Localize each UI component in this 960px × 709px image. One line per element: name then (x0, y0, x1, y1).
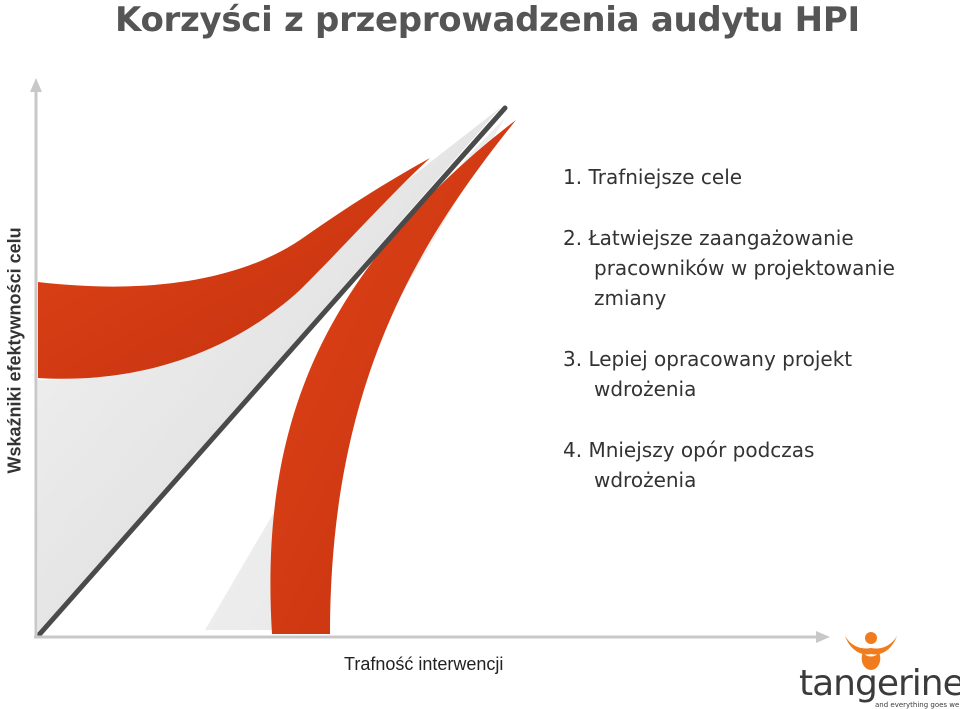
page-title: Korzyści z przeprowadzenia audytu HPI (115, 0, 860, 40)
benefit-text: pracowników w projektowanie (594, 256, 895, 280)
diagonal-line (35, 105, 508, 639)
benefit-text: 3. Lepiej opracowany projekt (563, 347, 853, 371)
x-axis-arrow (816, 631, 830, 643)
benefit-text: 2. Łatwiejsze zaangażowanie (563, 226, 854, 250)
logo-tagline: and everything goes well (875, 701, 960, 709)
figure-icon (845, 632, 897, 670)
x-axis-label: Trafność interwencji (344, 654, 504, 674)
benefit-item: 3. Lepiej opracowany projekt wdrożenia (563, 344, 953, 404)
benefit-text: 4. Mniejszy opór podczas (563, 438, 815, 462)
benefit-text: wdrożenia (594, 468, 697, 492)
benefit-text: 1. Trafniejsze cele (563, 165, 743, 189)
lower-red-curve (270, 120, 516, 634)
benefit-text: zmiany (594, 286, 667, 310)
benefit-item: 2. Łatwiejsze zaangażowanie pracowników … (563, 223, 953, 313)
tangerine-logo: tangerine. and everything goes well (795, 630, 960, 709)
benefit-item: 4. Mniejszy opór podczas wdrożenia (563, 435, 953, 495)
logo-wordmark: tangerine. (799, 663, 960, 704)
benefit-text: wdrożenia (594, 377, 697, 401)
benefits-list: 1. Trafniejsze cele 2. Łatwiejsze zaanga… (563, 162, 953, 526)
benefit-item: 1. Trafniejsze cele (563, 162, 953, 192)
upper-red-curve (38, 158, 430, 379)
y-axis-arrow (30, 78, 42, 92)
